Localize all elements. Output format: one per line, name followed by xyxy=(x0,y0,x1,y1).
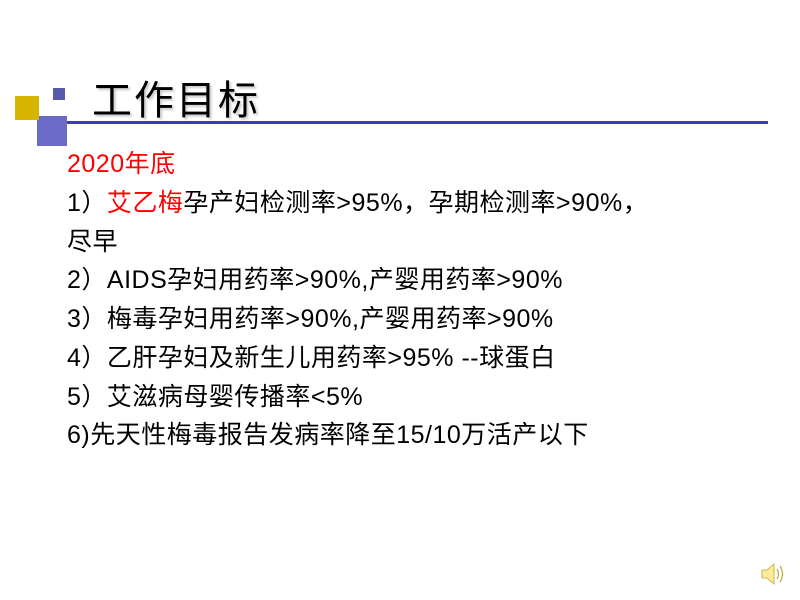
text-highlight: 2020年底 xyxy=(67,150,176,178)
sound-icon xyxy=(758,560,786,588)
square-purple-small xyxy=(53,88,65,100)
content-line-4: 2）AIDS孕妇用药率>90%,产婴用药率>90% xyxy=(67,261,767,300)
slide-title: 工作目标 xyxy=(92,68,260,126)
square-purple-large xyxy=(37,116,67,146)
content-line-3: 尽早 xyxy=(67,223,767,262)
text-highlight: 艾乙梅 xyxy=(107,189,184,217)
content-line-5: 3）梅毒孕妇用药率>90%,产婴用药率>90% xyxy=(67,300,767,339)
content-line-7: 5）艾滋病母婴传播率<5% xyxy=(67,378,767,417)
slide-content: 2020年底 1）艾乙梅孕产妇检测率>95%，孕期检测率>90%， 尽早 2）A… xyxy=(67,145,767,455)
square-yellow xyxy=(15,96,39,120)
content-line-1: 2020年底 xyxy=(67,145,767,184)
content-line-8: 6)先天性梅毒报告发病率降至15/10万活产以下 xyxy=(67,416,767,455)
content-line-2: 1）艾乙梅孕产妇检测率>95%，孕期检测率>90%， xyxy=(67,184,767,223)
content-line-6: 4）乙肝孕妇及新生儿用药率>95% --球蛋白 xyxy=(67,339,767,378)
